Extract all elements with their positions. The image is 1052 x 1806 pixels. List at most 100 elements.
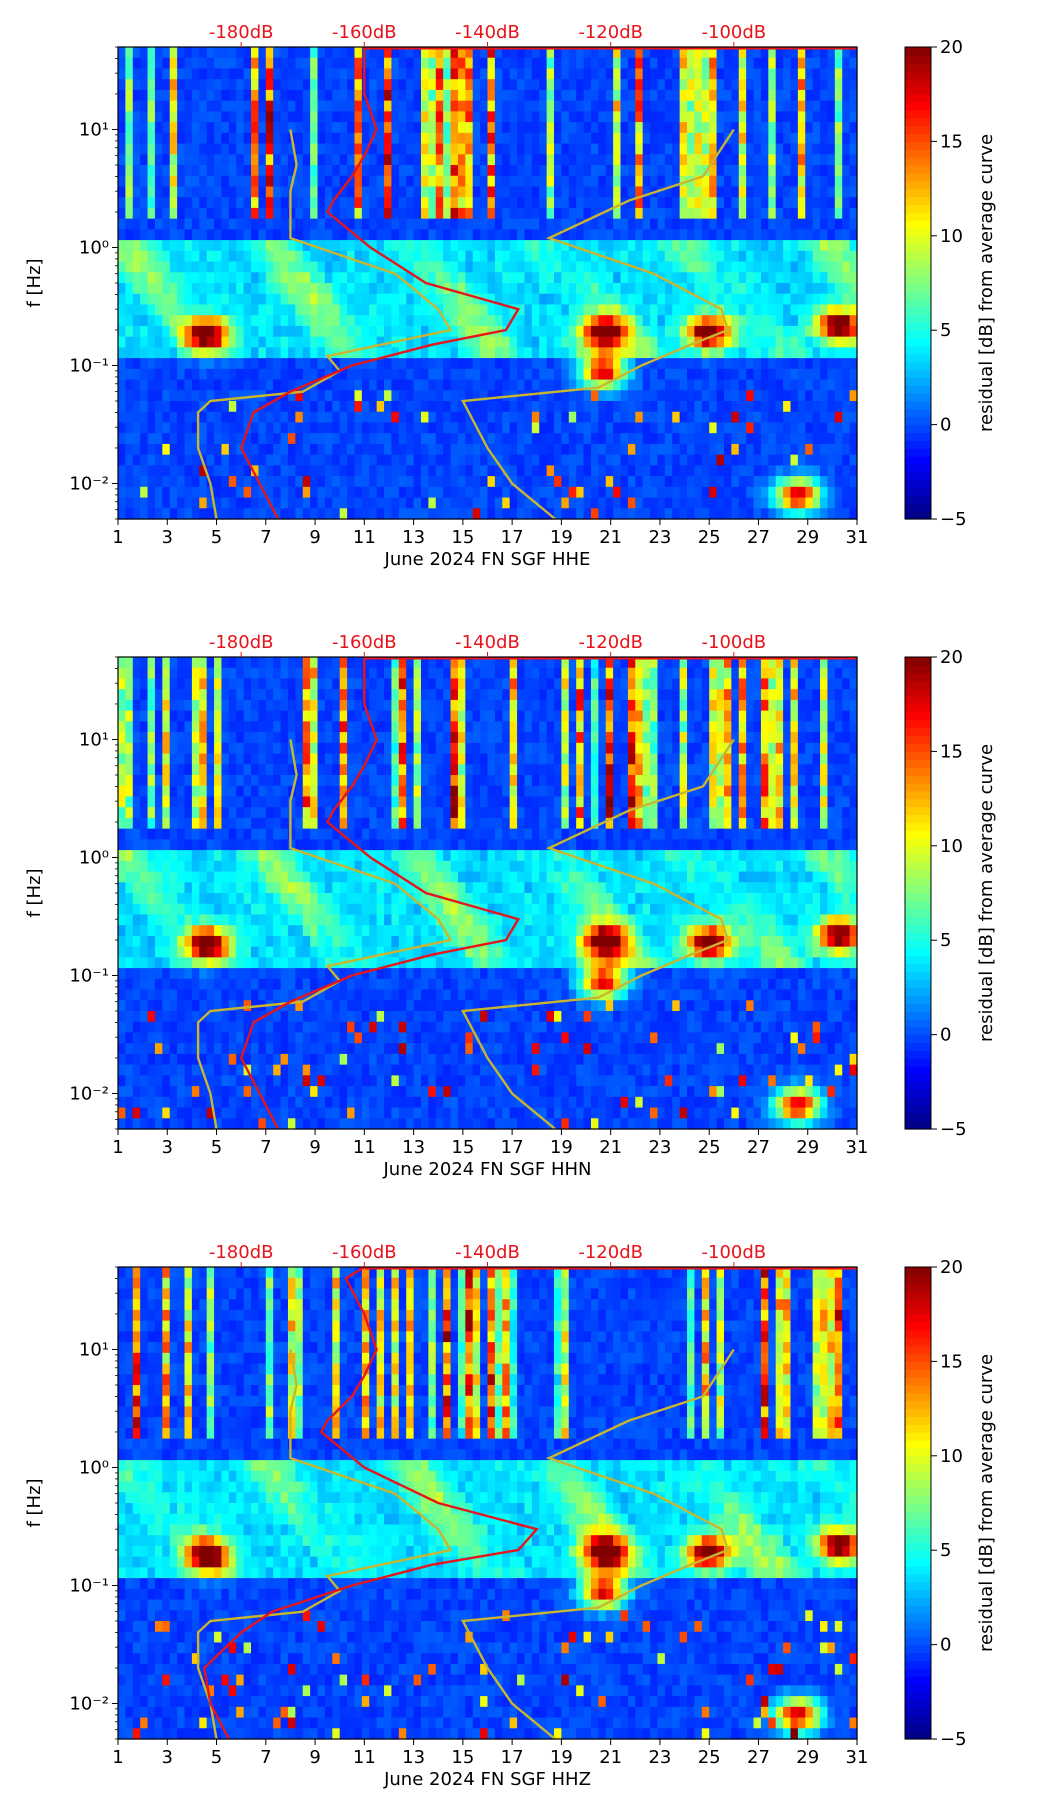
heatmap-cell xyxy=(354,476,363,488)
colorbar-tick-label: 20 xyxy=(940,37,963,58)
heatmap-cell xyxy=(369,197,378,209)
heatmap-cell xyxy=(480,486,489,499)
heatmap-cell xyxy=(154,79,163,91)
heatmap-cell xyxy=(554,132,562,145)
heatmap-cell xyxy=(384,283,393,295)
heatmap-cell xyxy=(420,175,429,188)
heatmap-cell xyxy=(132,347,141,359)
heatmap-cell xyxy=(243,100,252,112)
heatmap-cell xyxy=(620,68,629,80)
heatmap-cell xyxy=(561,207,570,220)
heatmap-cell xyxy=(125,100,134,112)
heatmap-cell xyxy=(339,390,348,402)
heatmap-cell xyxy=(295,250,304,263)
heatmap-cell xyxy=(531,47,540,59)
heatmap-cell xyxy=(731,304,740,316)
heatmap-cell xyxy=(457,111,466,123)
heatmap-cell xyxy=(443,272,452,284)
heatmap-cell xyxy=(177,100,186,112)
heatmap-cell xyxy=(295,283,304,295)
heatmap-cell xyxy=(406,368,415,381)
heatmap-cell xyxy=(849,325,858,338)
heatmap-cell xyxy=(317,165,326,177)
heatmap-cell xyxy=(760,57,769,70)
heatmap-cell xyxy=(760,68,769,80)
heatmap-cell xyxy=(450,358,459,370)
heatmap-cell xyxy=(406,293,415,306)
heatmap-cell xyxy=(480,336,489,348)
heatmap-cell xyxy=(775,132,784,145)
heatmap-cell xyxy=(487,57,496,70)
heatmap-cell xyxy=(324,122,333,134)
heatmap-cell xyxy=(827,315,836,327)
heatmap-cell xyxy=(236,57,245,70)
heatmap-cell xyxy=(243,57,252,70)
heatmap-cell xyxy=(125,978,134,991)
heatmap-cell xyxy=(568,368,577,381)
heatmap-cell xyxy=(162,401,171,413)
heatmap-cell xyxy=(302,57,311,70)
heatmap-cell xyxy=(265,454,274,466)
heatmap-cell xyxy=(613,175,622,188)
heatmap-cell xyxy=(273,454,282,466)
heatmap-cell xyxy=(228,240,237,252)
heatmap-cell xyxy=(339,508,348,520)
heatmap-cell xyxy=(413,154,422,166)
heatmap-cell xyxy=(620,422,629,434)
heatmap-cell xyxy=(154,957,163,969)
heatmap-cell xyxy=(154,197,163,209)
heatmap-cell xyxy=(517,57,526,70)
heatmap-cell xyxy=(177,978,186,991)
heatmap-cell xyxy=(140,293,149,306)
heatmap-cell xyxy=(613,443,622,456)
heatmap-cell xyxy=(287,111,296,123)
heatmap-cell xyxy=(406,508,415,520)
heatmap-cell xyxy=(162,678,171,690)
heatmap-cell xyxy=(162,753,171,765)
heatmap-cell xyxy=(760,175,769,188)
heatmap-cell xyxy=(753,100,762,112)
heatmap-cell xyxy=(657,111,666,123)
heatmap-cell xyxy=(169,336,178,348)
heatmap-cell xyxy=(590,411,599,424)
heatmap-cell xyxy=(642,111,651,123)
heatmap-cell xyxy=(650,368,659,381)
heatmap-cell xyxy=(147,272,156,284)
heatmap-cell xyxy=(664,293,673,306)
heatmap-cell xyxy=(184,871,193,883)
heatmap-cell xyxy=(302,122,311,134)
heatmap-cell xyxy=(147,197,156,209)
heatmap-cell xyxy=(480,283,489,295)
colorbar-segment xyxy=(905,235,931,245)
heatmap-cell xyxy=(236,207,245,220)
heatmap-cell xyxy=(842,379,851,391)
heatmap-cell xyxy=(347,261,356,273)
heatmap-cell xyxy=(154,689,163,701)
heatmap-cell xyxy=(369,250,378,263)
heatmap-cell xyxy=(790,368,799,381)
heatmap-cell xyxy=(568,132,577,145)
heatmap-cell xyxy=(228,186,237,198)
heatmap-cell xyxy=(775,401,784,413)
heatmap-cell xyxy=(849,315,858,327)
heatmap-cell xyxy=(790,197,799,209)
heatmap-cell xyxy=(191,132,200,145)
heatmap-cell xyxy=(125,315,134,327)
colorbar-segment xyxy=(905,393,931,402)
heatmap-cell xyxy=(783,358,792,370)
heatmap-cell xyxy=(472,143,481,155)
heatmap-cell xyxy=(561,100,570,112)
heatmap-cell xyxy=(517,315,526,327)
heatmap-cell xyxy=(140,465,149,477)
heatmap-cell xyxy=(605,358,614,370)
heatmap-cell xyxy=(849,476,858,488)
heatmap-cell xyxy=(642,89,651,102)
heatmap-cell xyxy=(797,218,806,230)
heatmap-cell xyxy=(324,497,333,509)
heatmap-cell xyxy=(162,699,171,712)
heatmap-cell xyxy=(738,315,747,327)
heatmap-cell xyxy=(620,283,629,295)
heatmap-cell xyxy=(347,175,356,188)
heatmap-cell xyxy=(554,443,562,456)
heatmap-cell xyxy=(140,143,149,155)
